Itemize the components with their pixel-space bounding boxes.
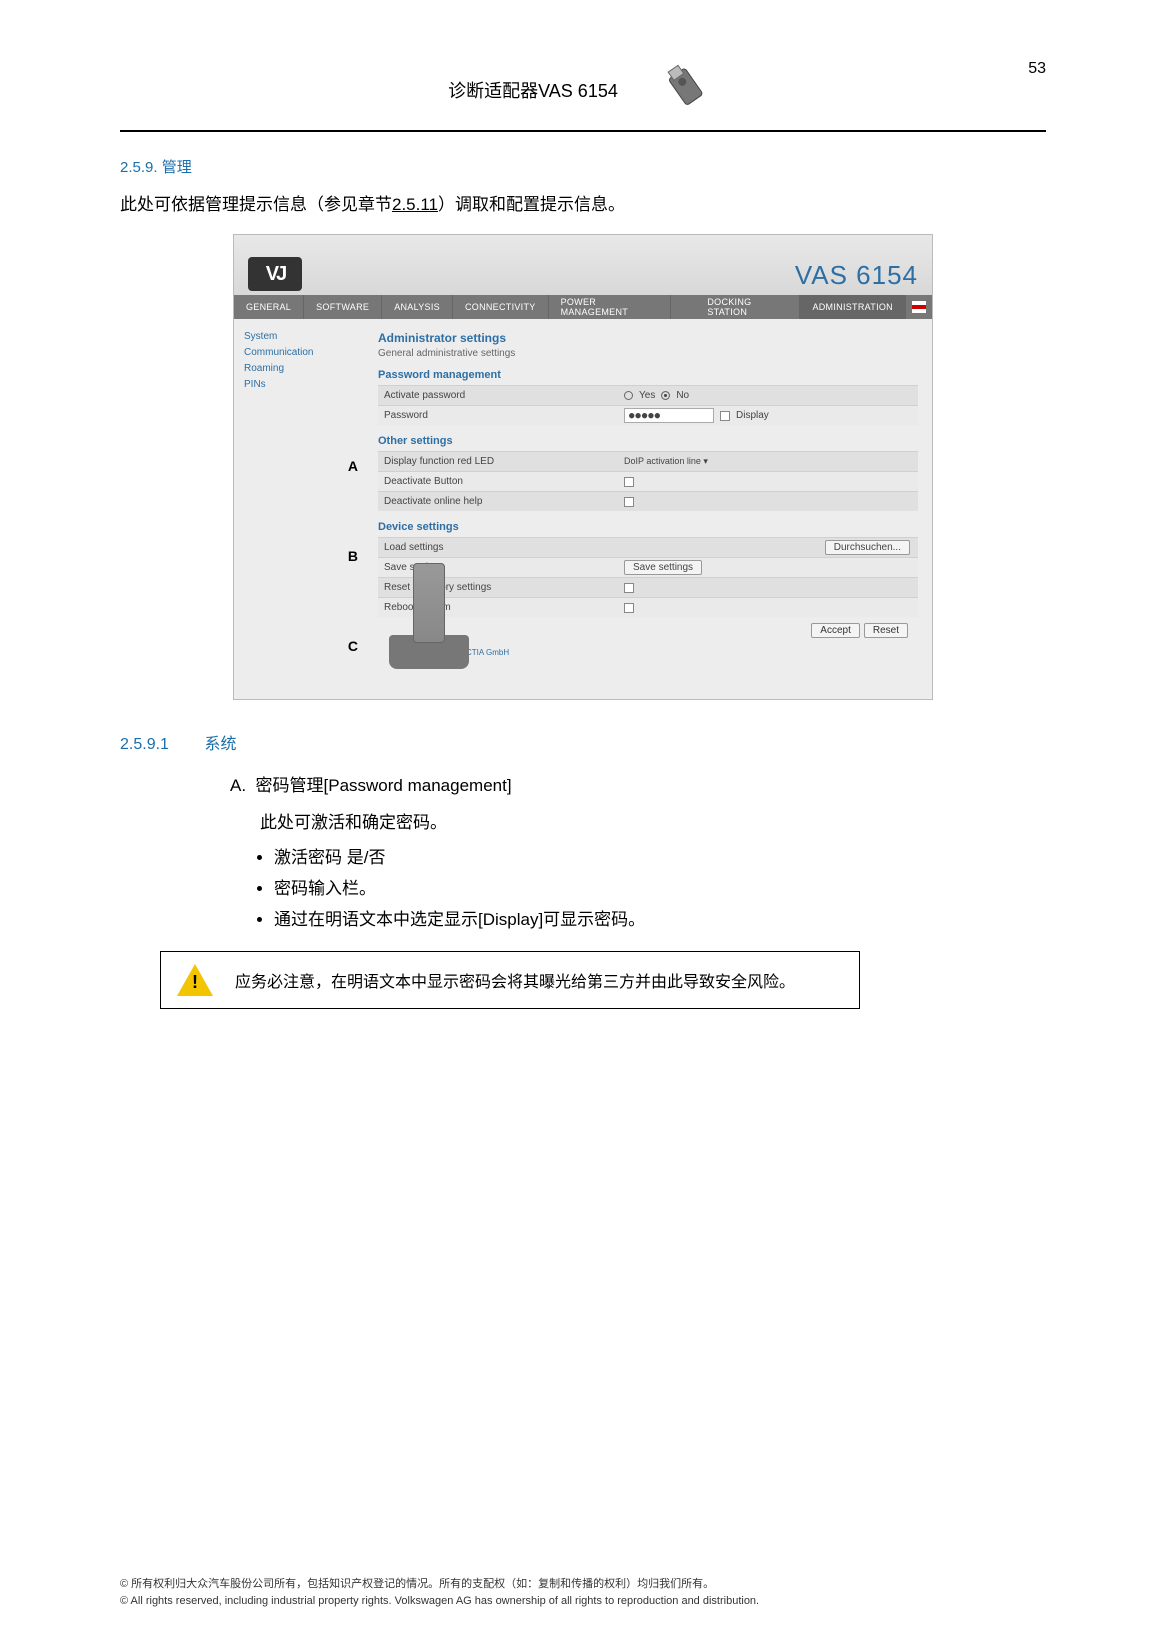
other-settings-title: Other settings <box>378 435 918 447</box>
radio-no[interactable] <box>661 391 670 400</box>
shot-header: VJ VAS 6154 <box>234 235 932 295</box>
footer-line-1: © 所有权利归大众汽车股份公司所有，包括知识产权登记的情况。所有的支配权（如：复… <box>120 1576 1046 1593</box>
tab-software[interactable]: SOFTWARE <box>304 295 382 319</box>
bullet-3: 通过在明语文本中选定显示[Display]可显示密码。 <box>274 906 1046 935</box>
admin-settings-sub: General administrative settings <box>378 348 918 359</box>
footer-line-2: © All rights reserved, including industr… <box>120 1593 1046 1610</box>
display-checkbox[interactable] <box>720 411 730 421</box>
section-heading-2591: 2.5.9.1 系统 <box>120 730 1046 754</box>
section-intro: 此处可依据管理提示信息（参见章节2.5.11）调取和配置提示信息。 <box>120 191 1046 218</box>
warning-text: 应务必注意，在明语文本中显示密码会将其曝光给第三方并由此导致安全风险。 <box>235 968 795 992</box>
usb-device-icon <box>658 60 718 120</box>
tab-docking[interactable]: DOCKING STATION <box>695 295 800 319</box>
warning-box: ! 应务必注意，在明语文本中显示密码会将其曝光给第三方并由此导致安全风险。 <box>160 951 860 1009</box>
item-A-bullets: 激活密码 是/否 密码输入栏。 通过在明语文本中选定显示[Display]可显示… <box>274 844 1046 935</box>
sidebar-item-roaming[interactable]: Roaming <box>244 363 354 374</box>
page-number: 53 <box>1028 60 1046 78</box>
tab-spacer <box>671 295 695 319</box>
warning-icon: ! <box>177 964 213 996</box>
reset-factory-checkbox[interactable] <box>624 583 634 593</box>
section-2591: 2.5.9.1 系统 A. 密码管理[Password management] … <box>120 730 1046 1008</box>
item-A: A. 密码管理[Password management] <box>230 772 1046 801</box>
top-divider <box>120 130 1046 132</box>
bullet-1: 激活密码 是/否 <box>274 844 1046 873</box>
shot-brand: VAS 6154 <box>795 260 918 291</box>
device-settings-title: Device settings <box>378 521 918 533</box>
sidebar-item-communication[interactable]: Communication <box>244 347 354 358</box>
row-deactivate-button: Deactivate Button <box>378 471 918 491</box>
shot-tabs: GENERAL SOFTWARE ANALYSIS CONNECTIVITY P… <box>234 295 932 319</box>
led-select[interactable]: DoIP activation line ▾ <box>624 456 708 467</box>
pw-mgmt-title: Password management <box>378 369 918 381</box>
page-footer: © 所有权利归大众汽车股份公司所有，包括知识产权登记的情况。所有的支配权（如：复… <box>120 1576 1046 1609</box>
row-password: Password ●●●●● Display <box>378 405 918 425</box>
tab-analysis[interactable]: ANALYSIS <box>382 295 453 319</box>
page-header: 诊断适配器VAS 6154 53 <box>120 60 1046 120</box>
annotation-c: C <box>348 638 358 654</box>
radio-yes[interactable] <box>624 391 633 400</box>
bullet-2: 密码输入栏。 <box>274 875 1046 904</box>
sidebar-item-pins[interactable]: PINs <box>244 379 354 390</box>
tab-administration[interactable]: ADMINISTRATION <box>800 295 906 319</box>
row-deactivate-help: Deactivate online help <box>378 491 918 511</box>
vw-logo-icon: VJ <box>248 257 302 291</box>
annotation-a: A <box>348 458 358 474</box>
tab-connectivity[interactable]: CONNECTIVITY <box>453 295 549 319</box>
save-settings-button[interactable]: Save settings <box>624 560 702 575</box>
shot-sidebar: System Communication Roaming PINs A B C <box>234 319 364 699</box>
deactivate-help-checkbox[interactable] <box>624 497 634 507</box>
password-input[interactable]: ●●●●● <box>624 408 714 423</box>
tab-flag-icon[interactable] <box>906 295 932 319</box>
sidebar-item-system[interactable]: System <box>244 331 354 342</box>
reboot-checkbox[interactable] <box>624 603 634 613</box>
deactivate-button-checkbox[interactable] <box>624 477 634 487</box>
row-red-led: Display function red LED DoIP activation… <box>378 451 918 471</box>
admin-settings-title: Administrator settings <box>378 331 918 345</box>
tab-power[interactable]: POWER MANAGEMENT <box>549 295 672 319</box>
intro-link[interactable]: 2.5.11 <box>392 195 438 214</box>
annotation-b: B <box>348 548 358 564</box>
accept-button[interactable]: Accept <box>811 623 860 638</box>
reset-button[interactable]: Reset <box>864 623 908 638</box>
header-title: 诊断适配器VAS 6154 <box>448 77 618 103</box>
item-A-desc: 此处可激活和确定密码。 <box>260 809 1046 838</box>
browse-button[interactable]: Durchsuchen... <box>825 540 910 555</box>
device-illustration <box>384 549 474 669</box>
tab-general[interactable]: GENERAL <box>234 295 304 319</box>
admin-screenshot: VJ VAS 6154 GENERAL SOFTWARE ANALYSIS CO… <box>233 234 933 700</box>
row-activate-password: Activate password Yes No <box>378 385 918 405</box>
section-heading-259: 2.5.9. 管理 <box>120 156 1046 177</box>
